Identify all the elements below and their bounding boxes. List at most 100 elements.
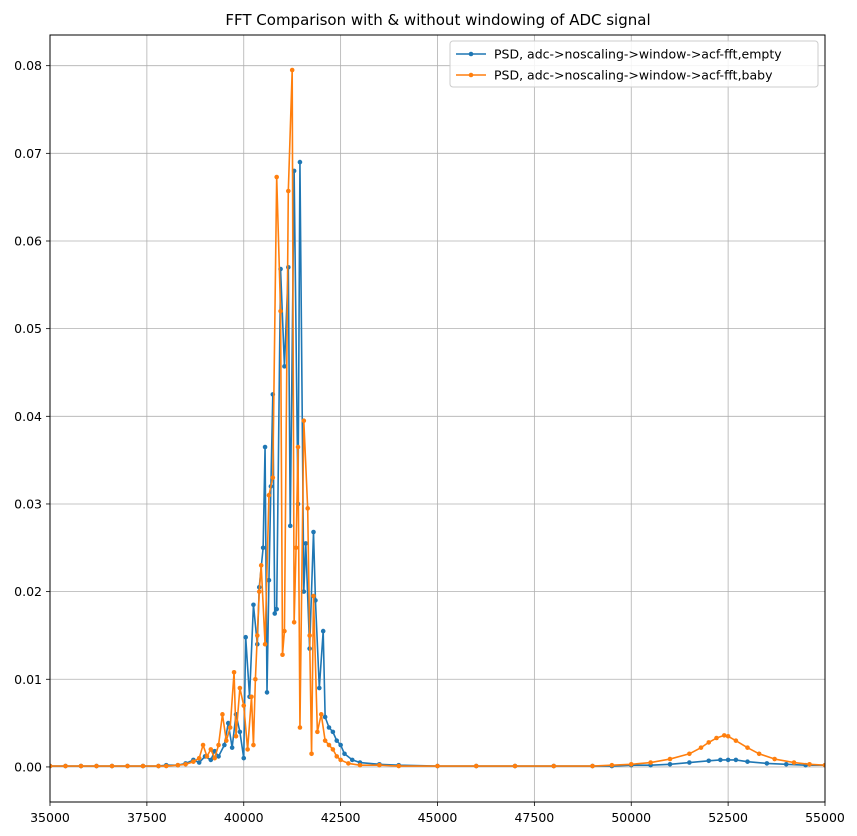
y-tick-label: 0.03 <box>14 496 42 511</box>
data-point <box>208 747 214 752</box>
data-point <box>266 492 272 498</box>
data-point <box>435 763 440 769</box>
data-point <box>346 761 351 766</box>
data-point <box>50 763 53 769</box>
data-point <box>305 506 310 511</box>
legend-marker <box>468 51 474 57</box>
data-point <box>334 738 340 743</box>
x-tick-label: 47500 <box>514 810 554 825</box>
data-point <box>311 593 316 599</box>
data-point <box>222 742 227 748</box>
data-point <box>745 759 750 764</box>
series-2 <box>50 67 825 769</box>
data-point <box>330 729 336 735</box>
data-point <box>280 652 285 658</box>
data-point <box>551 763 557 769</box>
data-point <box>200 742 206 748</box>
data-point <box>687 751 692 757</box>
data-point <box>272 611 278 616</box>
data-point <box>237 729 243 735</box>
data-point <box>326 742 332 748</box>
data-point <box>229 745 235 750</box>
data-point <box>274 174 279 180</box>
data-point <box>733 757 739 763</box>
data-point <box>698 745 704 750</box>
data-point <box>287 523 293 529</box>
data-point <box>764 761 770 766</box>
data-point <box>258 563 264 568</box>
legend-marker <box>468 72 474 78</box>
data-point <box>140 763 146 769</box>
data-point <box>667 756 673 762</box>
data-point <box>208 757 214 763</box>
data-point <box>473 763 479 769</box>
data-point <box>212 755 217 761</box>
x-tick-label: 42500 <box>321 810 361 825</box>
data-point <box>253 676 258 682</box>
data-point <box>297 159 303 165</box>
data-point <box>667 762 673 767</box>
data-point <box>216 754 221 759</box>
data-point <box>243 634 248 640</box>
y-tick-label: 0.06 <box>14 233 42 248</box>
data-point <box>725 757 731 763</box>
data-point <box>725 733 731 739</box>
data-point <box>721 733 727 738</box>
data-point <box>270 475 276 480</box>
x-tick-label: 37500 <box>127 810 167 825</box>
data-point <box>318 712 324 717</box>
data-point <box>377 762 382 768</box>
data-point <box>63 763 68 769</box>
y-tick-label: 0.02 <box>14 584 42 599</box>
data-point <box>609 762 615 768</box>
data-point <box>282 628 287 634</box>
data-point <box>241 703 247 708</box>
y-tick-label: 0.04 <box>14 409 42 424</box>
data-point <box>807 762 812 767</box>
data-point <box>251 742 256 748</box>
data-point <box>317 685 322 691</box>
data-point <box>349 757 355 763</box>
legend-label: PSD, adc->noscaling->window->acf-fft,emp… <box>494 47 782 62</box>
data-point <box>196 755 202 761</box>
data-point <box>262 641 268 647</box>
data-point <box>125 763 130 769</box>
data-point <box>396 763 402 769</box>
data-point <box>256 589 262 594</box>
data-point <box>249 694 254 700</box>
y-tick-label: 0.00 <box>14 759 42 774</box>
data-point <box>216 742 221 748</box>
y-tick-label: 0.01 <box>14 672 42 687</box>
data-point <box>260 545 266 551</box>
data-point <box>772 756 777 762</box>
data-point <box>196 760 202 765</box>
data-point <box>301 418 307 423</box>
x-tick-label: 40000 <box>224 810 264 825</box>
data-point <box>233 733 239 739</box>
legend-box <box>449 40 819 88</box>
data-point <box>783 762 789 767</box>
data-point <box>297 725 303 730</box>
data-point <box>322 738 328 743</box>
data-point <box>315 729 320 735</box>
data-point <box>224 738 229 743</box>
data-point <box>706 758 712 764</box>
data-point <box>231 669 237 675</box>
chart-title: FFT Comparison with & without windowing … <box>225 11 650 29</box>
data-point <box>156 763 161 769</box>
y-tick-label: 0.07 <box>14 146 42 161</box>
data-point <box>227 725 233 730</box>
data-point <box>648 760 653 765</box>
data-point <box>225 720 231 726</box>
series-lines <box>50 67 825 769</box>
x-tick-label: 50000 <box>611 810 651 825</box>
data-point <box>320 628 326 634</box>
data-point <box>78 763 84 769</box>
data-point <box>718 757 723 763</box>
data-point <box>295 444 301 450</box>
data-point <box>191 759 196 764</box>
y-axis: 0.00 0.01 0.02 0.03 0.04 0.05 0.06 0.07 0.08 <box>14 58 50 774</box>
data-point <box>342 751 347 757</box>
data-point <box>338 757 343 763</box>
